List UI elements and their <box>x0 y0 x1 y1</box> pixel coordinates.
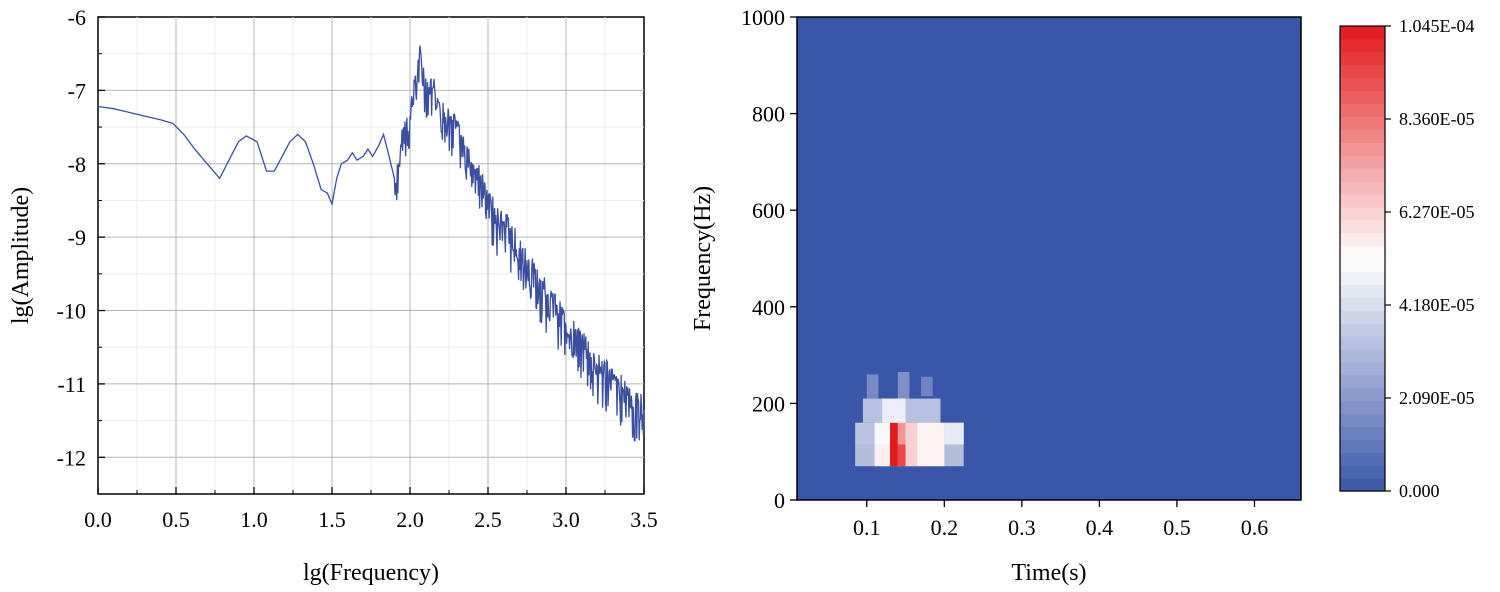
colorbar-tick-label: 8.360E-05 <box>1399 109 1475 129</box>
colorbar-band <box>1340 361 1385 376</box>
spectrogram-cell <box>917 422 945 467</box>
colorbar-band <box>1340 284 1385 298</box>
colorbar-tick-label: 2.090E-05 <box>1399 388 1475 408</box>
spectrum-y-tick-label: -11 <box>57 372 86 397</box>
colorbar-band <box>1340 51 1385 66</box>
spectrum-chart: 0.0 0.5 1.0 1.5 2.0 2.5 3.0 3.5 -6 -7 -8 -9 -10 -11 -1… <box>8 5 658 586</box>
colorbar-band <box>1340 155 1385 169</box>
colorbar-band <box>1340 323 1385 337</box>
spectrum-axes: 0.0 0.5 1.0 1.5 2.0 2.5 3.0 3.5 -6 -7 -8 -9 -10 -11 -1… <box>57 5 658 532</box>
spectrogram-x-tick-label: 0.6 <box>1241 515 1269 540</box>
colorbar: 0.000 2.090E-05 4.180E-05 6.270E-05 8.360E-0… <box>1339 16 1475 501</box>
colorbar-band <box>1340 400 1385 415</box>
colorbar-band <box>1340 90 1385 105</box>
spectrum-y-tick-label: -9 <box>68 225 86 250</box>
spectrogram-y-tick-label: 800 <box>752 102 785 127</box>
spectrogram-y-tick-label: 600 <box>752 198 785 223</box>
spectrum-y-tick-label: -8 <box>68 152 86 177</box>
colorbar-band <box>1340 478 1385 492</box>
colorbar-tick-label: 6.270E-05 <box>1399 202 1475 222</box>
spectrum-y-tick-label: -7 <box>68 78 86 103</box>
colorbar-band <box>1340 387 1385 402</box>
spectrum-y-tick-label: -6 <box>68 5 86 30</box>
spectrogram-cell <box>874 422 891 445</box>
colorbar-band <box>1340 103 1385 118</box>
spectrum-line <box>97 45 645 442</box>
spectrum-x-tick-label: 1.0 <box>240 507 268 532</box>
spectrogram-cell <box>866 374 879 399</box>
colorbar-band <box>1340 413 1385 428</box>
spectrum-y-axis-title: lg(Amplitude) <box>8 187 34 324</box>
spectrogram-axes: 0.1 0.2 0.3 0.4 0.5 0.6 0 200 400 600 800 1000 <box>741 5 1268 540</box>
spectrogram-cells <box>855 372 964 467</box>
colorbar-band <box>1340 310 1385 324</box>
spectrogram-cell <box>944 422 964 445</box>
colorbar-ticks: 0.000 2.090E-05 4.180E-05 6.270E-05 8.360E-0… <box>1385 16 1475 501</box>
colorbar-band <box>1340 258 1385 273</box>
spectrum-x-tick-label: 2.0 <box>396 507 424 532</box>
spectrogram-y-axis-title: Frequency(Hz) <box>690 186 716 331</box>
colorbar-band <box>1340 193 1385 208</box>
colorbar-band <box>1340 38 1385 53</box>
colorbar-band <box>1340 348 1385 363</box>
colorbar-band <box>1340 426 1385 440</box>
colorbar-tick-label: 4.180E-05 <box>1399 295 1475 315</box>
spectrogram-y-tick-label: 200 <box>752 391 785 416</box>
spectrum-x-tick-label: 1.5 <box>318 507 346 532</box>
spectrogram-y-tick-label: 400 <box>752 295 785 320</box>
spectrogram-y-tick-label: 1000 <box>741 5 785 30</box>
spectrum-x-axis-title: lg(Frequency) <box>303 560 439 586</box>
colorbar-band <box>1340 219 1385 234</box>
colorbar-bands <box>1340 26 1385 492</box>
colorbar-frame <box>1339 25 1386 492</box>
colorbar-band <box>1340 116 1385 130</box>
colorbar-tick-label: 1.045E-04 <box>1399 16 1475 36</box>
spectrum-grid <box>98 17 644 494</box>
spectrogram-x-tick-label: 0.4 <box>1086 515 1114 540</box>
colorbar-band <box>1340 129 1385 143</box>
spectrogram-frame <box>796 16 1302 501</box>
colorbar-band <box>1340 245 1385 260</box>
spectrogram-cell <box>921 376 933 397</box>
spectrum-x-tick-label: 3.0 <box>552 507 580 532</box>
spectrogram-cell <box>897 372 910 399</box>
spectrogram-chart: 0.1 0.2 0.3 0.4 0.5 0.6 0 200 400 600 800 1000 Time… <box>690 5 1302 586</box>
spectrogram-cell <box>874 444 891 467</box>
spectrum-y-tick-label: -10 <box>57 299 86 324</box>
spectrum-x-tick-label: 2.5 <box>474 507 502 532</box>
colorbar-band <box>1340 465 1385 479</box>
spectrogram-x-tick-label: 0.2 <box>931 515 959 540</box>
colorbar-band <box>1340 206 1385 221</box>
spectrum-x-tick-label: 0.0 <box>84 507 112 532</box>
spectrogram-cell <box>890 422 898 467</box>
colorbar-band <box>1340 64 1385 79</box>
colorbar-band <box>1340 439 1385 453</box>
colorbar-band <box>1340 77 1385 92</box>
colorbar-band <box>1340 452 1385 466</box>
spectrogram-cell <box>882 398 906 423</box>
spectrum-x-tick-label: 3.5 <box>630 507 658 532</box>
colorbar-band <box>1340 336 1385 350</box>
spectrogram-x-tick-label: 0.5 <box>1163 515 1191 540</box>
spectrogram-x-axis-title: Time(s) <box>1011 560 1086 586</box>
spectrogram-cell <box>897 422 906 445</box>
spectrogram-y-tick-label: 0 <box>774 488 785 513</box>
spectrogram-x-tick-label: 0.1 <box>853 515 881 540</box>
colorbar-band <box>1340 181 1385 195</box>
colorbar-band <box>1340 271 1385 285</box>
colorbar-band <box>1340 374 1385 389</box>
spectrum-y-tick-label: -12 <box>57 445 86 470</box>
colorbar-band <box>1340 168 1385 182</box>
colorbar-tick-label: 0.000 <box>1399 481 1440 501</box>
colorbar-band <box>1340 26 1385 40</box>
spectrum-x-tick-label: 0.5 <box>162 507 190 532</box>
spectrogram-cell <box>897 444 906 467</box>
colorbar-band <box>1340 142 1385 156</box>
colorbar-band <box>1340 297 1385 311</box>
colorbar-band <box>1340 232 1385 247</box>
spectrogram-x-tick-label: 0.3 <box>1008 515 1036 540</box>
spectrogram-cell <box>905 422 918 467</box>
